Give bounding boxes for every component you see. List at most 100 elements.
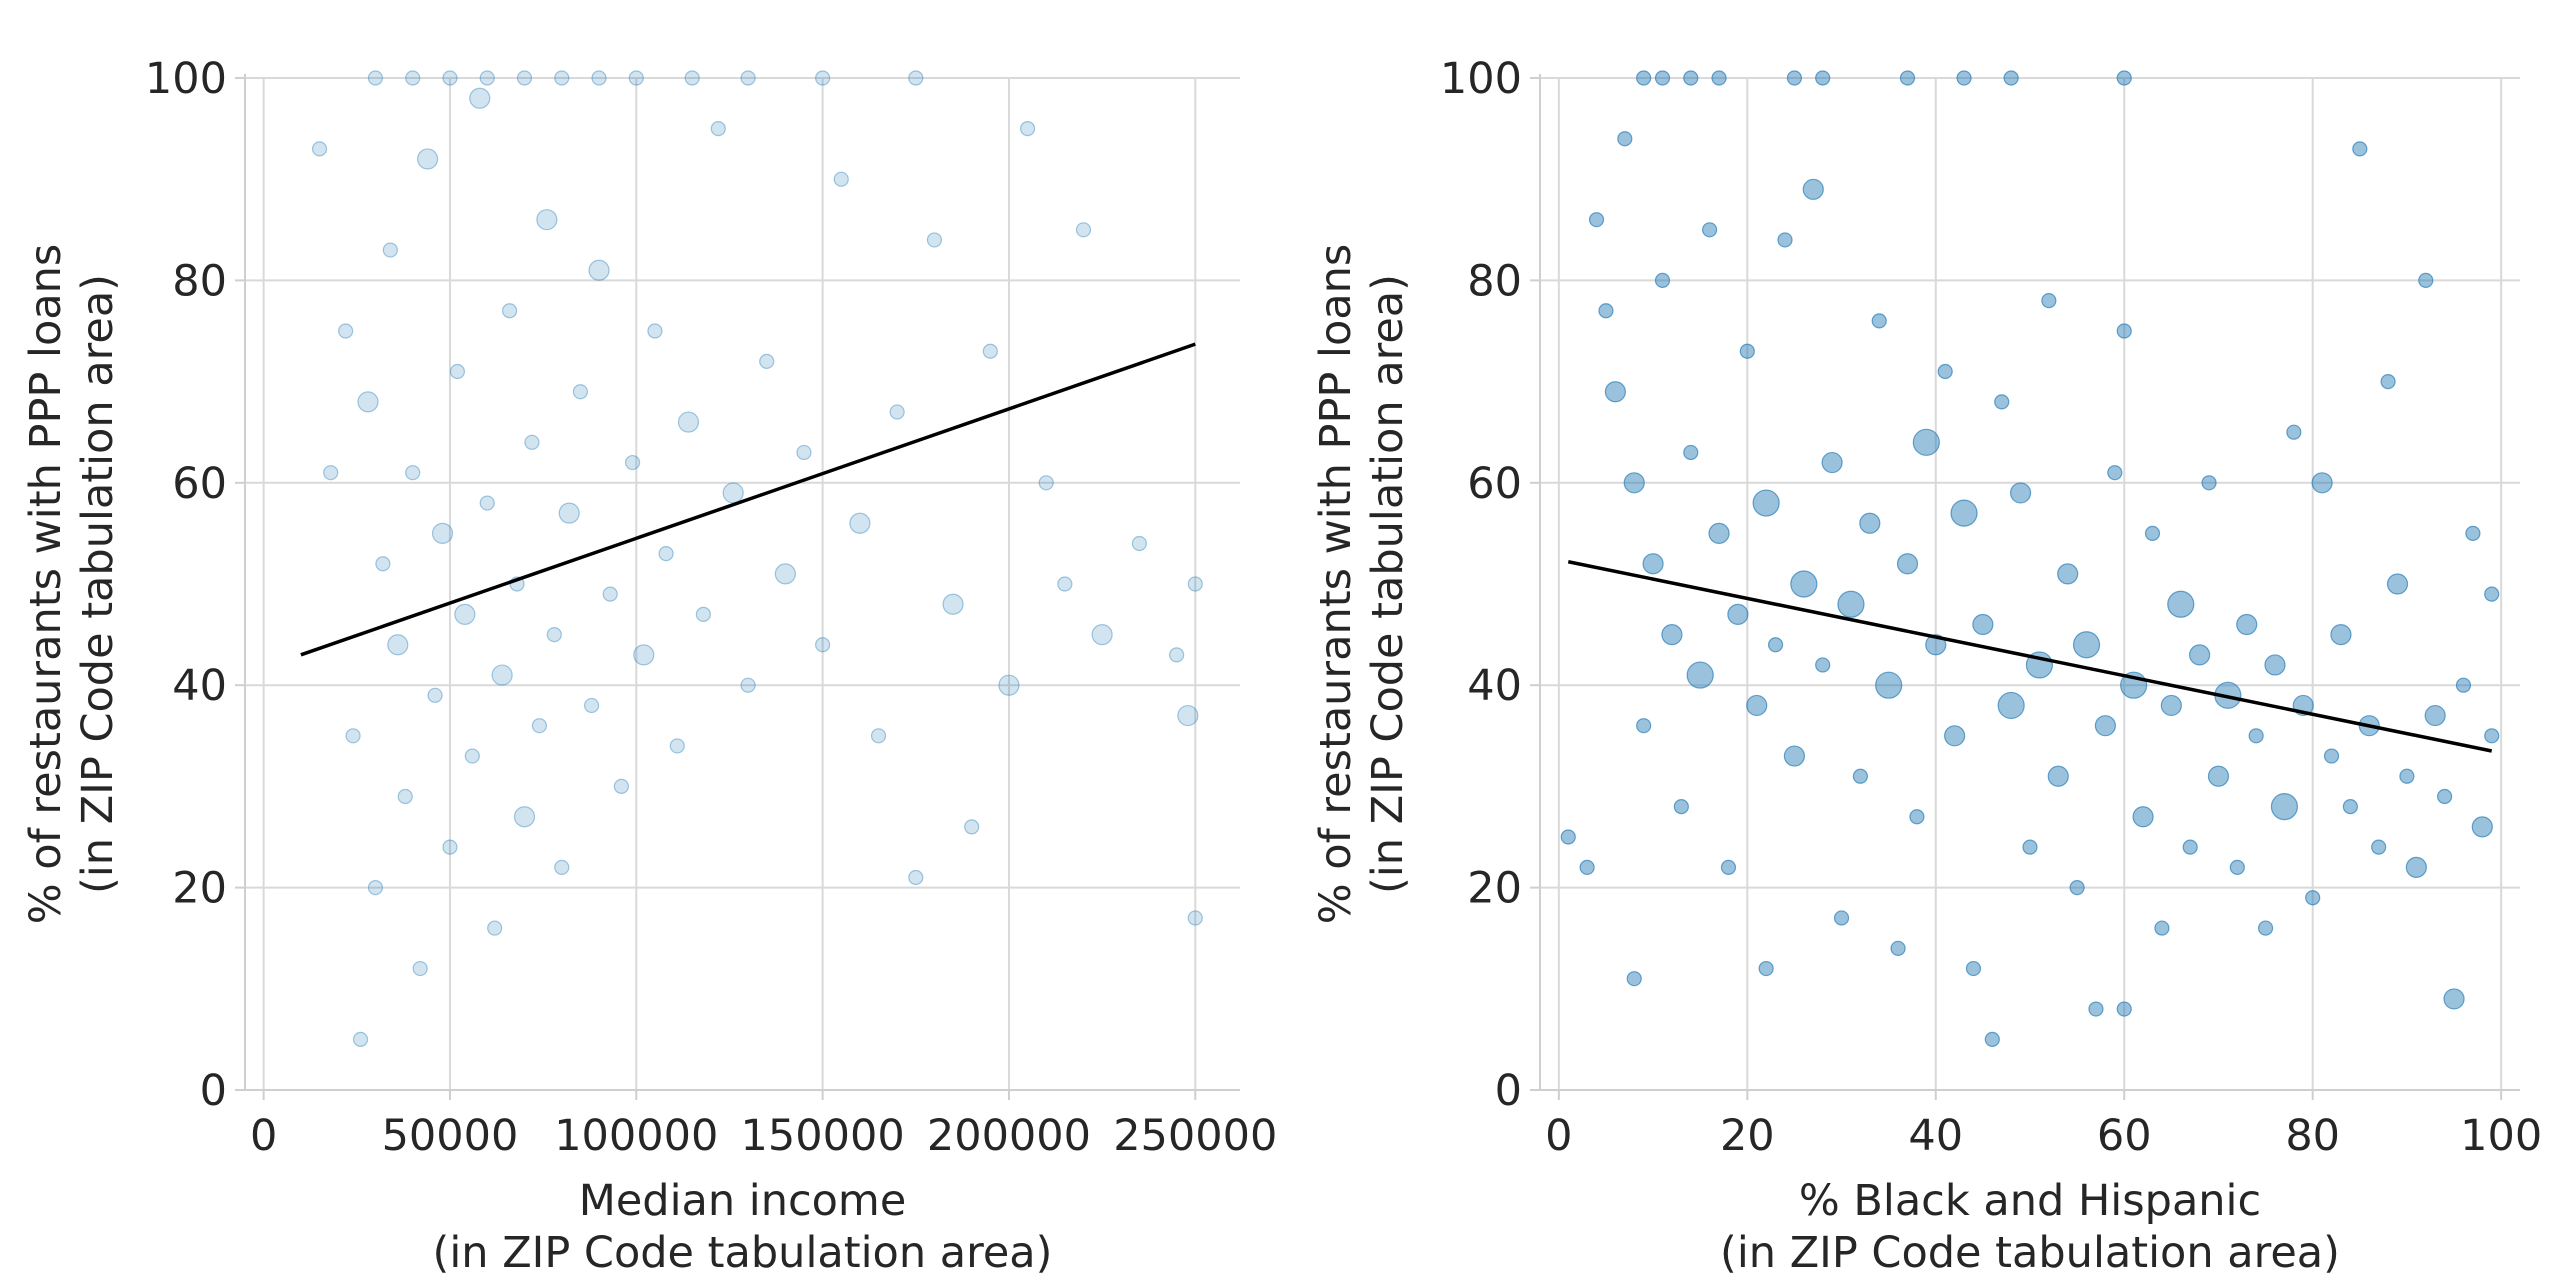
data-point (1859, 512, 1881, 534)
data-point (849, 512, 871, 534)
data-point (684, 70, 700, 86)
data-point (1711, 70, 1727, 86)
data-point (2189, 644, 2211, 666)
x-tick-label: 60 (2097, 1111, 2152, 1161)
data-point (998, 674, 1020, 696)
data-point (2144, 525, 2161, 542)
data-point (2041, 293, 2057, 309)
data-point (2229, 859, 2245, 875)
data-point (1636, 70, 1652, 86)
data-point (1091, 623, 1113, 646)
data-points (1560, 70, 2500, 1048)
data-point (352, 1031, 369, 1048)
data-point (2116, 70, 2132, 86)
data-point (1984, 1031, 2000, 1048)
data-point (1746, 694, 1768, 717)
x-tick-label: 100000 (554, 1111, 718, 1161)
data-point (602, 586, 618, 602)
data-point (2182, 839, 2198, 855)
x-axis-label: (in ZIP Code tabulation area) (1720, 1228, 2340, 1278)
data-point (964, 819, 980, 835)
x-tick-label: 0 (1545, 1111, 1572, 1161)
data-point (531, 718, 548, 734)
x-tick-label: 80 (2285, 1111, 2340, 1161)
data-point (2088, 1001, 2104, 1017)
data-point (833, 171, 849, 187)
x-tick-label: 50000 (382, 1111, 519, 1161)
data-point (722, 482, 744, 504)
data-point (1896, 553, 1919, 575)
data-point (405, 70, 421, 86)
y-tick-label: 20 (172, 864, 227, 914)
data-point (815, 70, 831, 86)
data-point (2330, 623, 2352, 646)
data-points (311, 70, 1203, 1048)
data-point (2132, 806, 2154, 828)
x-tick-label: 150000 (741, 1111, 905, 1161)
data-point (1642, 553, 1664, 575)
y-tick-label: 80 (172, 256, 227, 306)
data-point (695, 606, 711, 622)
y-tick-label: 0 (200, 1066, 227, 1116)
data-point (1802, 178, 1824, 200)
y-axis-label: % of restaurants with PPP loans (21, 244, 71, 925)
data-point (487, 920, 503, 936)
data-point (1131, 535, 1147, 552)
data-point (1588, 212, 1605, 228)
data-point (1604, 381, 1626, 403)
data-point (323, 465, 339, 481)
data-point (1899, 70, 1916, 86)
data-point (375, 556, 391, 572)
x-tick-label: 40 (1908, 1111, 1963, 1161)
data-point (2009, 482, 2032, 504)
data-point (870, 728, 887, 744)
data-point (658, 546, 674, 562)
data-point (558, 502, 580, 524)
data-point (431, 522, 454, 545)
data-point (740, 677, 756, 693)
data-point (1686, 661, 1714, 689)
data-point (669, 738, 685, 754)
data-point (397, 788, 413, 805)
data-point (412, 960, 428, 977)
data-point (2072, 631, 2101, 659)
data-point (1579, 859, 1595, 875)
data-point (1673, 799, 1689, 815)
data-point (1623, 472, 1645, 494)
data-point (417, 148, 439, 170)
data-point (2484, 586, 2500, 602)
data-point (1702, 222, 1718, 238)
data-point (677, 411, 700, 433)
data-point (2116, 323, 2132, 339)
x-axis-label: Median income (579, 1176, 907, 1226)
data-point (1890, 940, 1906, 956)
data-point (740, 70, 756, 86)
data-point (367, 70, 384, 86)
data-point (815, 637, 831, 653)
data-point (1912, 428, 1940, 456)
income-scatter-panel: 0 20 40 60 80 100 0 50000 100000 150000 200000 2500… (21, 54, 1277, 1278)
y-tick-label: 100 (1440, 54, 1522, 104)
data-point (491, 664, 513, 686)
data-point (926, 232, 943, 248)
data-point (572, 384, 588, 400)
data-point (982, 343, 998, 359)
data-point (1997, 691, 2025, 720)
data-point (710, 121, 726, 137)
data-point (1636, 718, 1652, 734)
data-point (2399, 768, 2415, 784)
data-point (1720, 859, 1737, 875)
data-point (1654, 70, 1671, 86)
data-point (1767, 637, 1784, 653)
data-point (516, 70, 533, 86)
data-point (1821, 451, 1843, 474)
x-tick-label: 0 (250, 1111, 277, 1161)
data-point (1683, 444, 1699, 461)
data-point (2437, 788, 2453, 805)
data-point (367, 879, 384, 896)
data-point (759, 353, 775, 369)
data-point (501, 303, 518, 319)
data-point (1169, 647, 1185, 663)
data-point (2405, 856, 2427, 878)
data-point (1187, 576, 1203, 592)
